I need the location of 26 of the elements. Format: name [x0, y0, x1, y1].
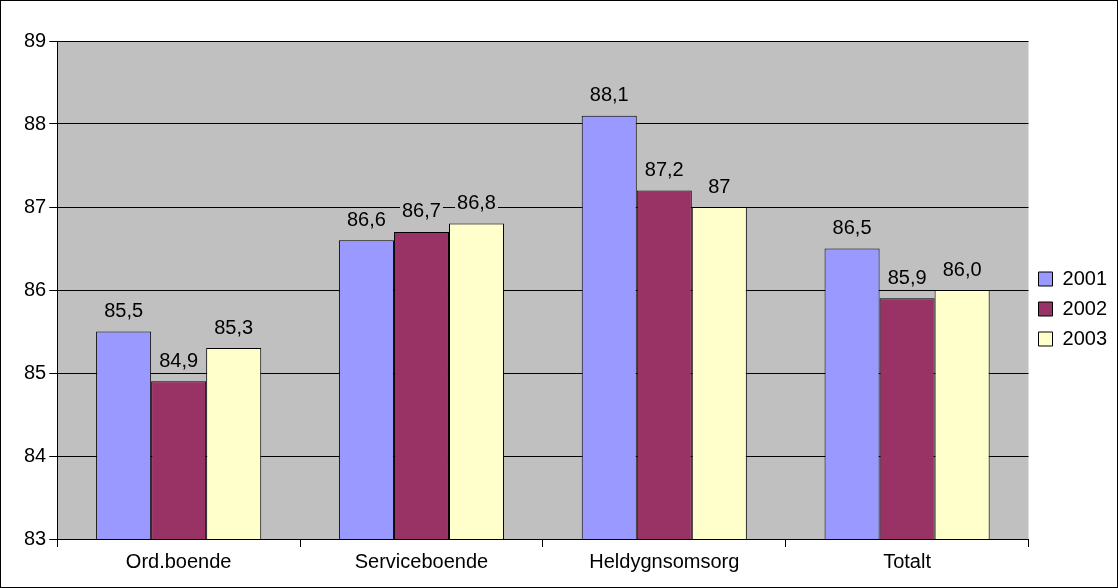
y-tick-label: 83: [24, 526, 47, 549]
data-label: 86,8: [457, 191, 496, 214]
data-label: 87: [708, 174, 731, 197]
y-tick-label: 84: [24, 443, 47, 466]
legend-label: 2002: [1062, 296, 1108, 319]
legend-label: 2003: [1062, 326, 1108, 349]
legend-label: 2001: [1062, 266, 1108, 289]
y-tick-label: 88: [24, 111, 47, 134]
data-label: 85,3: [214, 315, 254, 338]
x-tick-label: Serviceboende: [354, 549, 489, 572]
data-label: 86,7: [402, 199, 441, 222]
data-label: 86,0: [942, 257, 982, 280]
y-tick-label: 87: [24, 194, 47, 217]
x-tick-label: Ord.boende: [125, 549, 232, 572]
data-label: 84,9: [159, 348, 199, 371]
data-label: 86,6: [346, 207, 386, 230]
data-label: 87,2: [644, 157, 684, 180]
y-tick-label: 85: [24, 360, 47, 383]
y-tick-label: 89: [24, 28, 47, 51]
data-label: 86,5: [832, 216, 872, 239]
data-label: 88,1: [589, 83, 629, 106]
x-tick-label: Heldygnsomsorg: [589, 549, 740, 572]
y-tick-label: 86: [24, 277, 47, 300]
data-label: 85,9: [887, 265, 927, 288]
x-tick-label: Totalt: [883, 549, 932, 572]
data-label: 85,5: [104, 299, 144, 322]
